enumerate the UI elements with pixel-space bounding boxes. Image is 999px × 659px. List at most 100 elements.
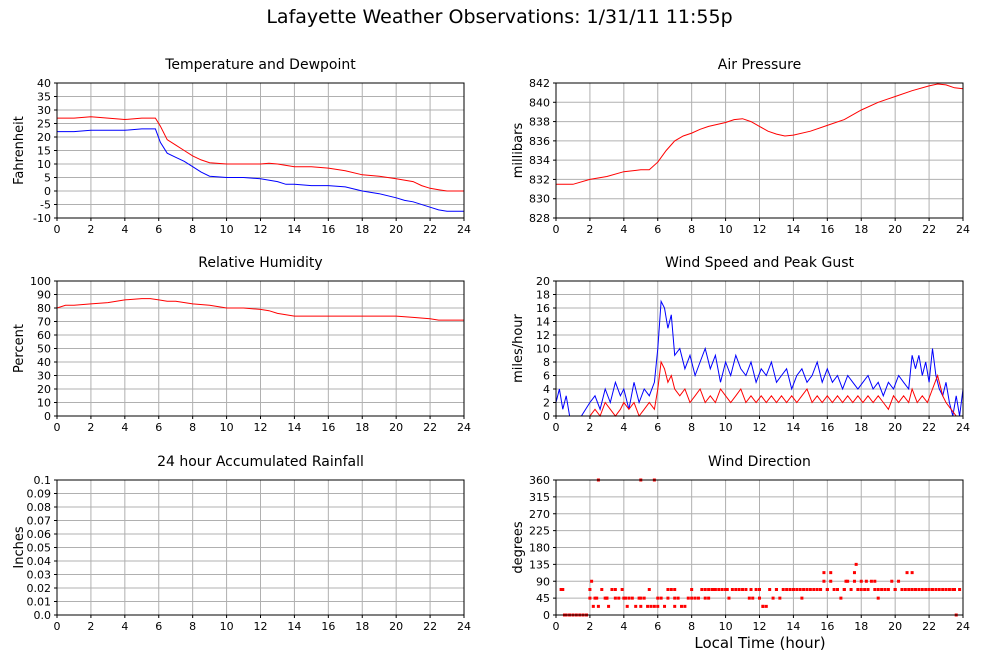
scatter-point [754,588,758,591]
x-tick-label: 16 [820,421,834,434]
scatter-point [951,588,955,591]
x-tick-label: 0 [553,620,560,633]
x-tick-label: 20 [888,620,902,633]
scatter-point [720,588,724,591]
scatter-point [713,588,717,591]
plot-frame [56,280,465,417]
y-tick-label: -10 [33,212,51,225]
scatter-point [927,588,931,591]
y-tick-label: 5 [44,172,51,185]
x-tick-label: 24 [457,620,471,633]
chart-title: 24 hour Accumulated Rainfall [157,454,364,470]
y-tick-label: 0.05 [27,542,52,555]
scatter-point [593,596,597,600]
scatter-point [846,579,850,583]
scatter-point [812,588,816,591]
scatter-point [859,579,863,583]
scatter-point [666,588,670,591]
scatter-point [627,596,631,600]
scatter-point [610,588,614,591]
x-tick-label: 18 [854,421,868,434]
x-tick-label: 10 [719,223,733,236]
scatter-point [712,588,716,591]
y-axis-label: Fahrenheit [12,116,27,185]
y-tick-label: 14 [536,316,550,329]
y-tick-label: 80 [37,302,51,315]
x-tick-label: 14 [287,421,301,434]
scatter-point [924,588,928,591]
y-tick-label: 836 [529,135,550,148]
scatter-point [873,588,877,591]
x-tick-label: 14 [287,620,301,633]
scatter-point [864,579,868,583]
scatter-point [624,596,628,600]
scatter-point [656,596,660,600]
x-tick-label: 8 [688,421,695,434]
scatter-point [617,596,621,600]
y-axis-label: Percent [12,324,27,373]
scatter-point [886,588,890,591]
scatter-point [774,588,778,591]
x-tick-label: 22 [922,421,936,434]
scatter-point [639,604,643,608]
scatter-point [825,588,829,591]
y-tick-label: 838 [529,116,550,129]
x-tick-label: 10 [220,620,234,633]
y-tick-label: 0.1 [34,474,52,487]
scatter-point [724,588,728,591]
scatter-point [595,596,599,600]
scatter-point [683,604,687,608]
x-tick-label: 22 [922,620,936,633]
y-tick-label: 270 [529,508,550,521]
scatter-point [717,588,721,591]
scatter-point [880,588,884,591]
x-tick-label: 16 [820,620,834,633]
scatter-point [642,596,646,600]
x-tick-label: 4 [121,421,128,434]
x-tick-label: 22 [423,223,437,236]
plot-frame [56,479,465,616]
y-tick-label: 8 [543,356,550,369]
series-line [57,128,464,212]
x-tick-label: 2 [586,223,593,236]
scatter-point [758,596,761,600]
scatter-point [876,596,880,600]
y-tick-label: 0.09 [27,488,52,501]
y-tick-label: -5 [40,199,51,212]
x-tick-label: 20 [888,223,902,236]
y-axis-label: miles/hour [511,313,526,382]
x-tick-label: 20 [389,223,403,236]
x-tick-label: 0 [54,421,61,434]
scatter-point [620,588,624,591]
y-tick-label: 16 [536,302,550,315]
scatter-point [703,588,707,591]
x-tick-label: 16 [321,421,335,434]
scatter-point [666,596,670,600]
x-tick-label: 24 [956,620,970,633]
scatter-point [673,588,677,591]
scatter-point [907,588,911,591]
scatter-point [596,604,600,608]
y-tick-label: 10 [37,397,51,410]
scatter-point [605,596,609,600]
x-tick-label: 6 [155,223,162,236]
plot-frame [555,82,964,219]
chart-title: Relative Humidity [198,255,322,271]
x-tick-label: 2 [586,620,593,633]
y-tick-label: 15 [37,145,51,158]
scatter-point [808,588,812,591]
scatter-point [696,596,700,600]
series-line [56,298,464,321]
x-tick-label: 22 [423,620,437,633]
y-tick-label: 20 [37,131,51,144]
y-tick-label: 0 [44,185,51,198]
series-line [57,116,464,192]
scatter-point [863,588,867,591]
scatter-point [781,588,785,591]
scatter-point [622,596,626,600]
scatter-point [822,571,826,575]
scatter-point [669,588,673,591]
scatter-point [727,596,731,600]
y-tick-label: 12 [536,329,550,342]
